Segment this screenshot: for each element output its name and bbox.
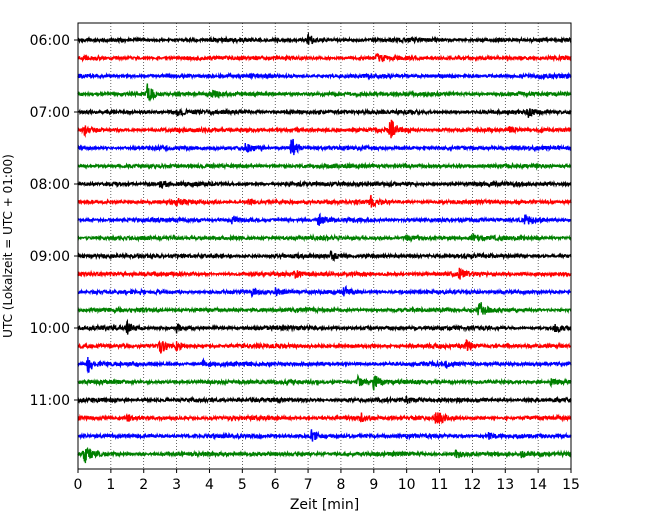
trace-1130 [77,429,572,442]
trace-0945 [77,302,572,316]
y-tick-label: 10:00 [30,321,70,337]
x-tick-label: 11 [431,477,449,493]
vertical-gridlines [110,23,539,469]
trace-0700 [77,107,572,118]
x-tick-label: 4 [205,477,214,493]
y-tick-label: 11:00 [30,393,70,409]
x-tick-label: 8 [336,477,345,493]
y-tick-label: 07:00 [30,105,70,121]
trace-0630 [77,71,572,81]
trace-1100 [77,395,572,405]
x-tick-label: 12 [463,477,481,493]
x-tick-label: 3 [172,477,181,493]
seismic-traces [77,31,572,464]
trace-0600 [77,31,572,45]
x-tick-label: 6 [271,477,280,493]
x-tick-label: 13 [496,477,514,493]
x-tick-label: 0 [74,477,83,493]
y-tick-label: 09:00 [30,249,70,265]
trace-1015 [77,339,572,354]
x-tick-label: 1 [106,477,115,493]
x-axis-label: Zeit [min] [290,497,359,513]
trace-1000 [77,318,572,335]
trace-0745 [77,161,572,171]
x-tick-label: 2 [139,477,148,493]
trace-0815 [77,194,572,209]
trace-0800 [77,179,572,190]
trace-1045 [77,373,572,391]
y-tick-label: 06:00 [30,33,70,49]
trace-0930 [77,284,572,299]
x-tick-label: 14 [529,477,547,493]
trace-1030 [77,357,572,374]
trace-0645 [77,83,572,103]
trace-0730 [77,138,572,156]
trace-0615 [77,52,572,63]
x-tick-label: 9 [369,477,378,493]
plot-frame [77,22,572,470]
y-axis-label: UTC (Lokalzeit = UTC + 01:00) [1,154,15,338]
x-tick-label: 7 [304,477,313,493]
x-tick-label: 10 [398,477,416,493]
trace-1145 [77,446,572,464]
y-tick-label: 08:00 [30,177,70,193]
trace-0845 [77,233,572,243]
trace-1115 [77,412,572,426]
x-tick-label: 15 [562,477,580,493]
trace-0900 [77,250,572,263]
trace-0915 [77,267,572,280]
x-axis-ticks: 0 1 2 3 4 5 6 7 8 9 10 11 12 13 14 15 [74,469,580,493]
trace-0715 [77,119,572,139]
y-axis-ticks: 06:00 07:00 08:00 09:00 10:00 11:00 [30,33,78,409]
trace-0830 [77,212,572,226]
x-tick-label: 5 [238,477,247,493]
